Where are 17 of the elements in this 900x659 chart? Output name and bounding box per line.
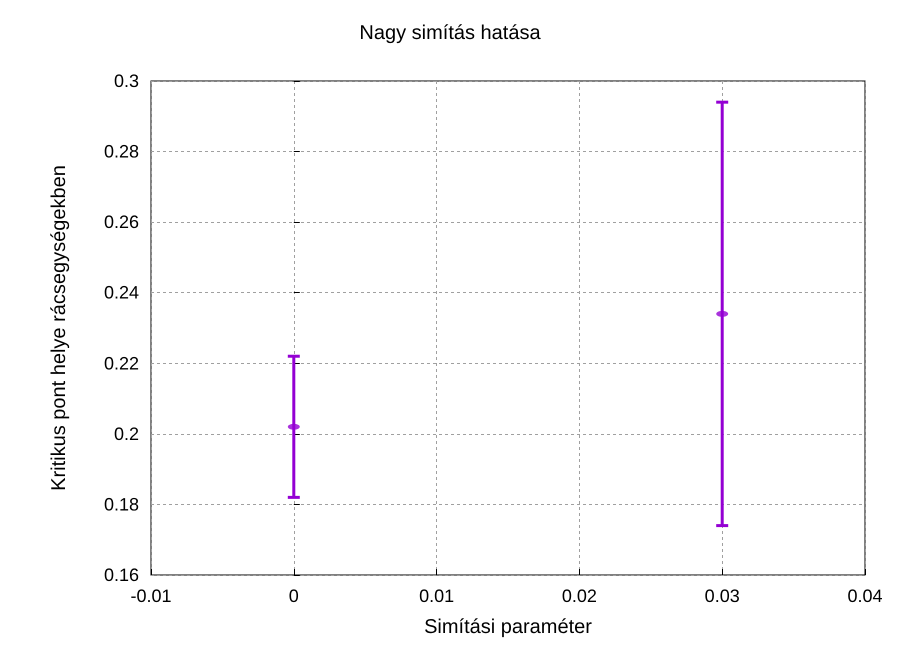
y-tick-label: 0.24: [104, 282, 139, 303]
x-tick-label: 0.04: [847, 586, 883, 606]
x-tick-label: 0.03: [704, 586, 740, 606]
x-tick-label: 0.02: [562, 586, 597, 606]
x-tick-label: 0.01: [419, 586, 454, 606]
chart-title: Nagy simítás hatása: [359, 22, 542, 44]
y-tick-label: 0.3: [114, 71, 139, 91]
y-tick-label: 0.28: [104, 142, 139, 162]
y-axis-title: Kritikus pont helye rácsegységekben: [48, 165, 70, 491]
y-tick-label: 0.16: [104, 565, 139, 585]
y-tick-label: 0.18: [104, 494, 139, 514]
x-tick-label: -0.01: [130, 586, 172, 606]
y-tick-label: 0.26: [104, 212, 139, 232]
y-tick-label: 0.2: [114, 424, 139, 444]
x-tick-label: 0: [288, 586, 299, 606]
x-axis-title: Simítási paraméter: [424, 616, 592, 638]
y-tick-label: 0.22: [104, 353, 139, 374]
